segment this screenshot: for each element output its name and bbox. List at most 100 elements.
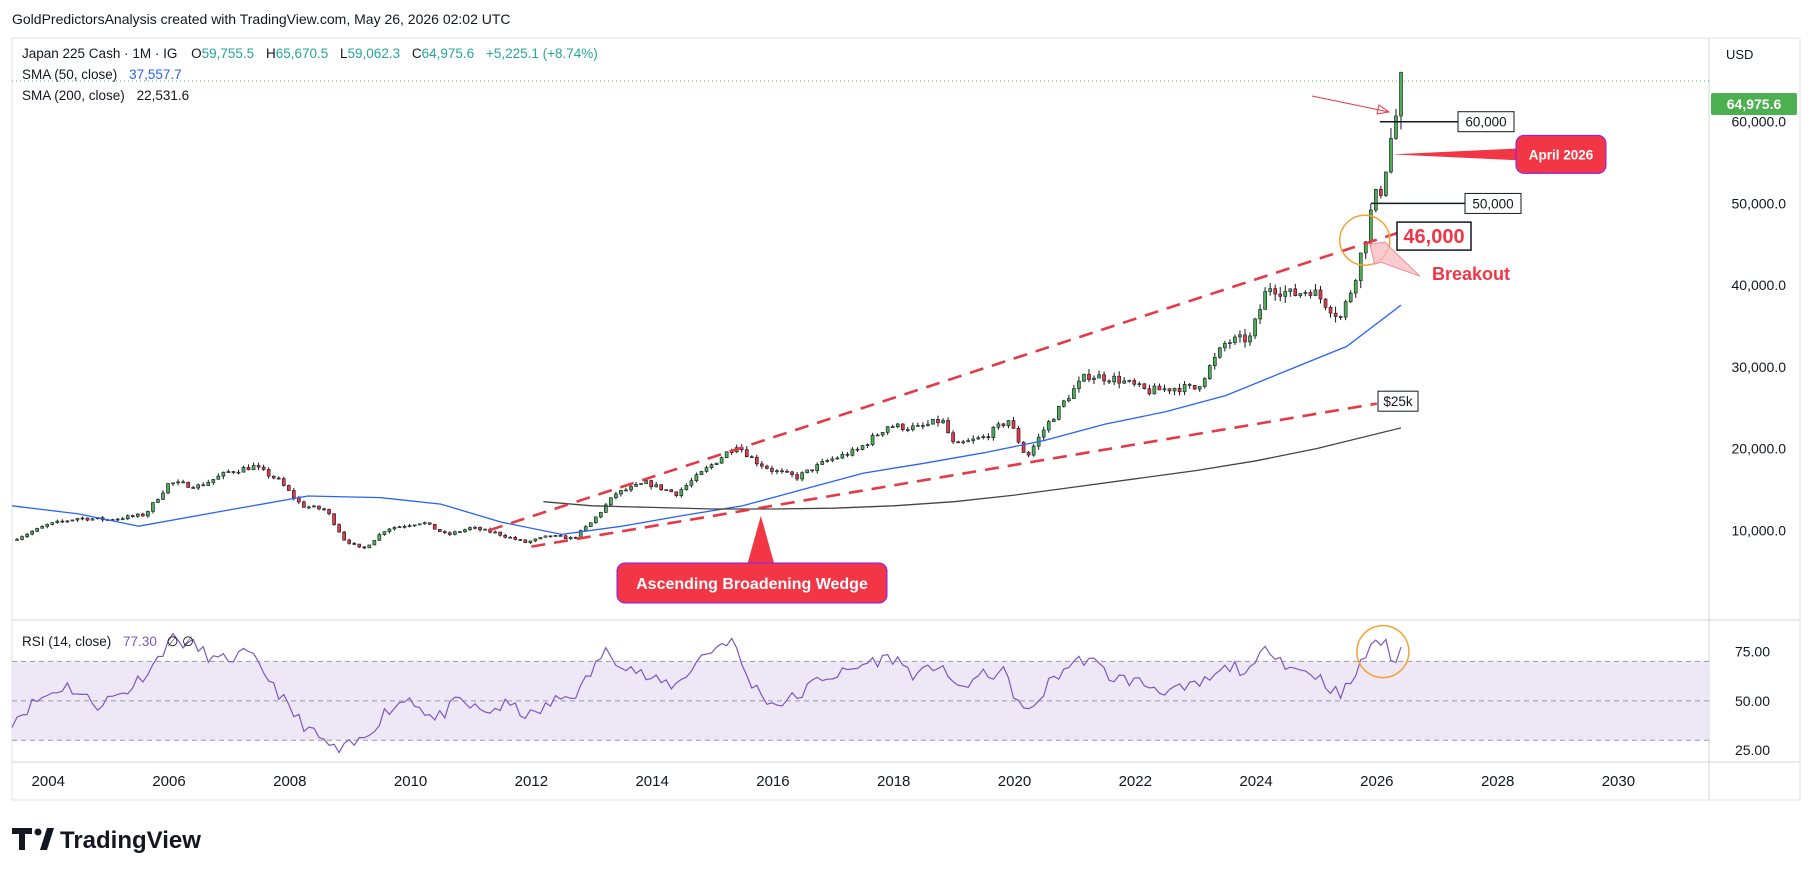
candle-bull — [800, 472, 804, 480]
logo-slash-icon — [40, 828, 54, 850]
candle-bull — [40, 526, 45, 529]
axis-layer: 10,000.0 20,000.0 30,000.0 40,000.0 50,000.0… — [32, 114, 1787, 790]
candle-bear — [1328, 307, 1333, 314]
candle-bear — [1021, 441, 1026, 453]
candle-bull — [588, 522, 593, 527]
y-tick-label: 30,000.0 — [1732, 359, 1787, 375]
candle-bull — [1233, 336, 1237, 343]
candle-bull — [614, 493, 618, 498]
candle-bull — [966, 440, 971, 443]
candle-bear — [60, 520, 65, 523]
legend-open: 59,755.5 — [202, 46, 255, 61]
candle-bull — [136, 513, 140, 517]
candle-bear — [1102, 374, 1106, 382]
candle-bull — [1218, 347, 1222, 358]
sma200-line — [543, 427, 1402, 510]
candle-bull — [35, 527, 39, 532]
candle-bull — [1122, 380, 1127, 384]
candle-bull — [679, 489, 684, 496]
candle-bull — [991, 426, 996, 438]
candle-bull — [1288, 288, 1293, 292]
candle-bull — [312, 505, 316, 508]
candle-bull — [1228, 342, 1232, 344]
rsi-tick-label: 75.00 — [1735, 644, 1770, 660]
candle-bear — [558, 535, 563, 537]
candle-bull — [865, 444, 870, 446]
candle-bear — [518, 539, 523, 541]
candle-bull — [1238, 334, 1242, 338]
legend-sma50-value: 37,557.7 — [129, 67, 182, 82]
candle-bull — [583, 526, 588, 531]
candle-bull — [538, 537, 543, 540]
candle-bear — [85, 517, 90, 521]
candle-bull — [875, 434, 880, 437]
candle-bear — [281, 478, 286, 486]
candle-bull — [45, 524, 50, 527]
candles-layer — [15, 71, 1403, 550]
candle-bear — [246, 467, 251, 471]
candle-bear — [352, 543, 357, 545]
candle-bull — [1051, 419, 1056, 422]
legend-sma200-label: SMA (200, close) — [22, 88, 125, 103]
candle-bull — [120, 518, 125, 521]
candle-bull — [1212, 356, 1217, 366]
candle-bear — [1147, 388, 1152, 395]
candle-bear — [1087, 373, 1091, 380]
x-tick-label: 2010 — [394, 773, 427, 790]
y-tick-label: 40,000.0 — [1732, 277, 1787, 293]
candle-bear — [780, 470, 784, 473]
candle-bear — [1107, 380, 1111, 383]
currency-label[interactable]: USD — [1726, 47, 1753, 62]
candle-bull — [1077, 380, 1081, 389]
breakout-label: Breakout — [1432, 264, 1510, 284]
candle-bull — [146, 511, 150, 517]
candle-bull — [125, 515, 130, 520]
candle-bull — [15, 539, 19, 541]
candle-bull — [115, 518, 120, 521]
annotations: 60,000 50,000 April 2026 Breakout 46,000… — [616, 95, 1607, 679]
candle-bull — [453, 531, 457, 535]
tradingview-logo[interactable]: TradingView — [12, 827, 201, 854]
candle-bear — [1338, 316, 1343, 318]
candle-bull — [1046, 421, 1051, 431]
candle-bear — [1026, 452, 1031, 456]
candle-bear — [1192, 385, 1197, 390]
candle-bull — [654, 484, 658, 488]
legend-sma200: SMA (200, close) 22,531.6 — [22, 88, 189, 103]
candle-bull — [1268, 288, 1272, 292]
april-pointer — [1391, 148, 1520, 161]
candle-bear — [271, 475, 276, 479]
candle-bull — [719, 457, 724, 464]
candle-bear — [186, 482, 190, 488]
legend-high: 65,670.5 — [276, 46, 329, 61]
candle-bear — [795, 474, 799, 480]
candle-bull — [533, 538, 538, 542]
candle-bull — [1041, 429, 1046, 438]
level-25k-label: $25k — [1383, 394, 1413, 409]
candle-bull — [1182, 384, 1187, 393]
candle-bull — [236, 471, 241, 474]
candle-bull — [976, 437, 981, 440]
candle-bull — [1343, 301, 1348, 318]
candle-bull — [1399, 71, 1403, 117]
sma50-line — [11, 304, 1402, 536]
candle-bull — [1374, 189, 1378, 211]
level-60k-label: 60,000 — [1465, 115, 1506, 130]
candle-bear — [327, 509, 331, 515]
candle-bull — [196, 484, 201, 489]
candle-bear — [659, 484, 664, 490]
candle-bear — [1187, 384, 1192, 386]
wedge-lower-line — [531, 402, 1378, 548]
price-tag — [1711, 93, 1797, 115]
top-arrow-line — [1311, 95, 1390, 113]
candle-bear — [191, 487, 195, 489]
candle-bull — [694, 474, 699, 481]
candle-bull — [941, 420, 945, 424]
level-60k-box — [1457, 111, 1515, 133]
candle-bull — [805, 469, 809, 474]
legend-rsi-extra: ∅ ∅ — [167, 634, 195, 649]
candle-bear — [785, 471, 789, 473]
candle-bear — [231, 471, 236, 473]
candle-bull — [639, 483, 643, 485]
candle-bull — [775, 470, 779, 473]
